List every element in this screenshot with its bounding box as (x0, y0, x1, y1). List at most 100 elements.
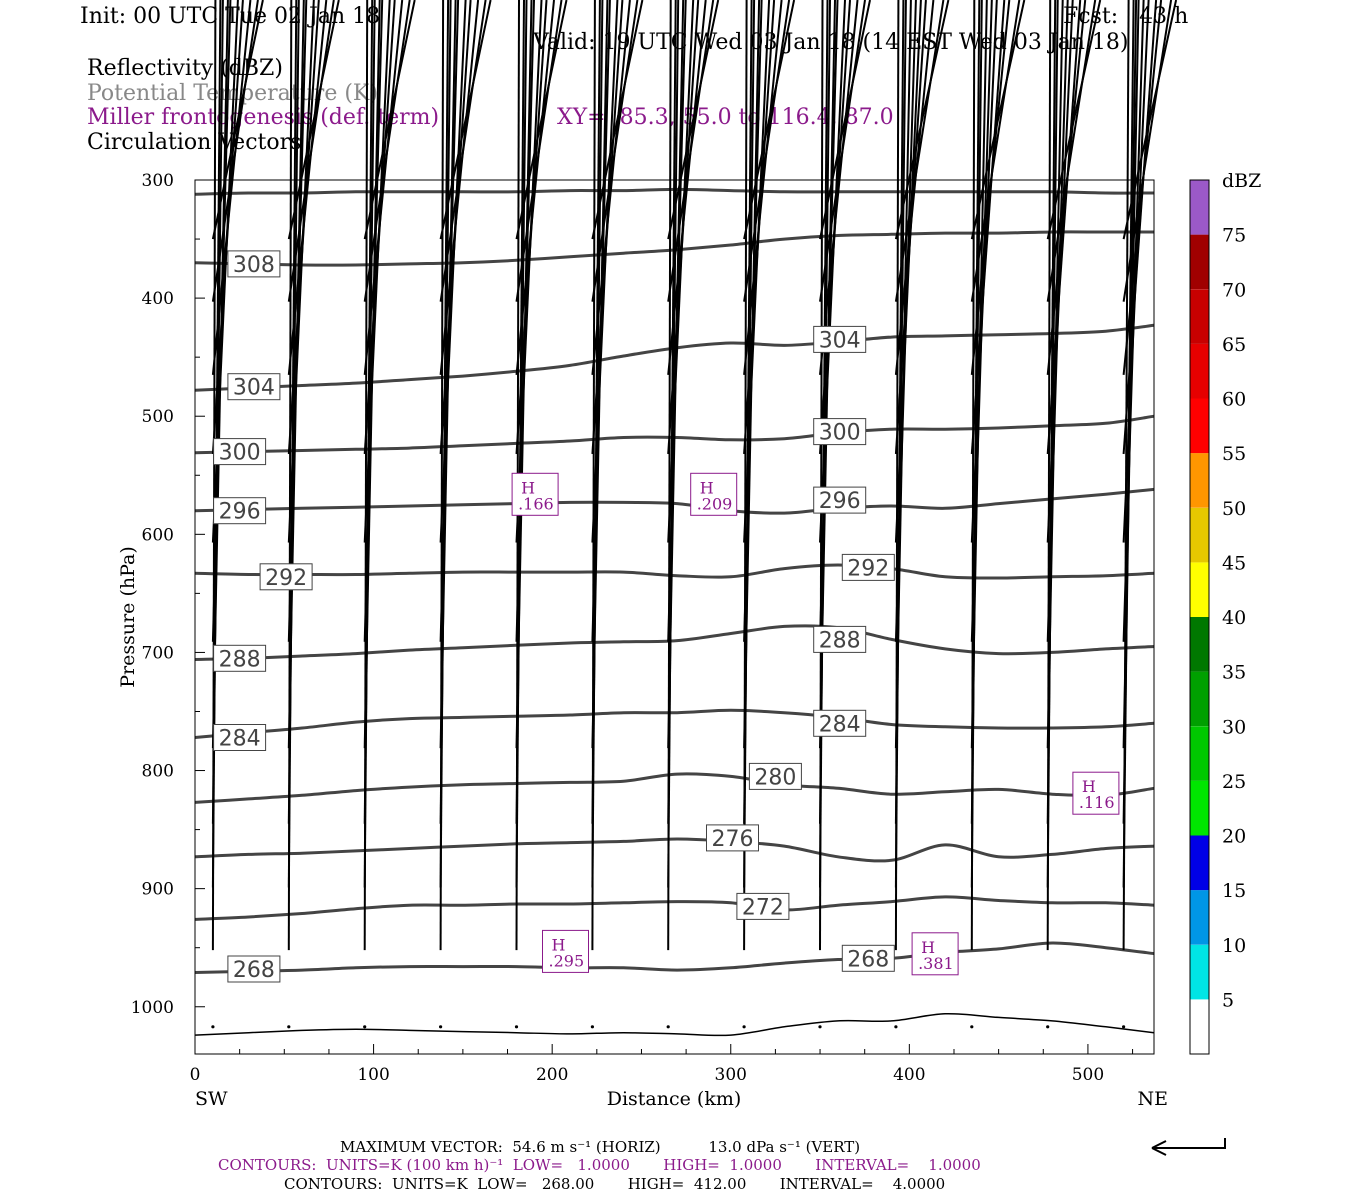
colorbar-frame (1189, 179, 1210, 1055)
fronto-max-marker: H.166 (511, 472, 559, 516)
x-axis-label: Distance (km) (607, 1088, 742, 1110)
theta-contour-label: 296 (813, 486, 867, 514)
colorbar-tick-label: 55 (1222, 443, 1246, 465)
theta-contour-line (194, 414, 1155, 455)
colorbar-band (1190, 453, 1209, 508)
cross-section-endpoints: XY= 85.3, 55.0 to 116.4, 87.0 (557, 105, 894, 130)
fronto-max-h: H (700, 478, 714, 497)
vector-arrow (514, 1025, 519, 1029)
vector-shaft (667, 0, 672, 951)
theta-contour-line (194, 487, 1155, 515)
theta-contour-label: 268 (841, 944, 895, 972)
theta-label-box (736, 892, 790, 920)
theta-label-text: 300 (819, 421, 861, 446)
vector-arrow (744, 0, 748, 951)
vector-shaft (287, 0, 293, 951)
fronto-max-h: H (1082, 777, 1096, 796)
colorbar-band (1190, 343, 1209, 399)
colorbar-band (1190, 617, 1209, 672)
colorbar-tick-label: 20 (1222, 826, 1246, 848)
theta-label-text: 300 (219, 441, 261, 466)
colorbar-band (1190, 999, 1209, 1054)
vector-arrow (820, 0, 824, 951)
y-tick-label: 700 (142, 643, 174, 663)
y-tick-label: 600 (142, 525, 174, 545)
vector-arrow (363, 0, 369, 951)
theta-label-box (841, 553, 895, 581)
fronto-max-box (1072, 771, 1120, 815)
theta-contour-label: 288 (213, 644, 267, 672)
x-tick-label: 0 (190, 1065, 201, 1085)
fronto-max-value: .166 (518, 494, 554, 513)
theta-contour-label: 288 (813, 625, 867, 653)
fronto-max-value: .295 (549, 951, 585, 970)
theta-label-text: 276 (712, 827, 754, 852)
y-tick-label: 900 (142, 880, 174, 900)
vector-dot (287, 1025, 291, 1029)
x-tick-label: 300 (715, 1065, 747, 1085)
vector-arrow (287, 1025, 291, 1029)
theta-contour-label: 268 (227, 955, 281, 983)
theta-label-text: 268 (233, 958, 275, 983)
colorbar-tick-label: 50 (1222, 498, 1246, 520)
vector-arrow (439, 1025, 443, 1029)
colorbar-tick-label: 60 (1222, 389, 1246, 411)
colorbar-tick-label: 10 (1222, 935, 1246, 957)
circulation-vectors (211, 0, 1178, 1029)
fronto-max-box (542, 929, 589, 973)
y-tick-label: 800 (142, 762, 174, 782)
fronto-max-h: H (921, 938, 935, 957)
x-tick-label: 100 (357, 1065, 389, 1085)
vector-shaft (1046, 0, 1052, 951)
theta-label-box (213, 438, 267, 466)
vector-dot (742, 1025, 746, 1029)
fronto-contour-footnote: CONTOURS: UNITS=K (100 km h)⁻¹ LOW= 1.00… (218, 1156, 981, 1174)
x-end-label-ne: NE (1138, 1088, 1169, 1110)
fronto-max-value: .381 (918, 954, 954, 973)
y-axis-label: Pressure (hPa) (117, 546, 139, 688)
theta-contour-line (194, 895, 1155, 921)
theta-contour-label: 296 (213, 497, 267, 525)
colorbar-band (1190, 562, 1209, 617)
theta-label-box (213, 724, 267, 751)
colorbar-band (1190, 180, 1209, 235)
theta-label-text: 292 (847, 556, 889, 581)
colorbar-tick-label: 5 (1222, 989, 1234, 1011)
vector-arrow (818, 1025, 822, 1029)
theta-label-box (259, 563, 313, 591)
vector-arrow (287, 0, 293, 951)
vector-shaft (363, 0, 369, 951)
vector-dot (1046, 1025, 1050, 1029)
vector-arrow (894, 0, 900, 951)
forecast-hour: Fcst: 43 h (1063, 4, 1189, 29)
vector-shaft (894, 0, 900, 951)
vector-arrow (742, 1025, 746, 1029)
fronto-max-marker: H.295 (542, 929, 589, 973)
vector-arrow (1046, 0, 1052, 951)
y-tick-label: 300 (142, 171, 174, 191)
theta-label-box (227, 955, 281, 983)
y-tick-label: 500 (142, 407, 174, 427)
theta-label-text: 288 (219, 647, 261, 672)
theta-label-text: 296 (219, 500, 261, 525)
theta-contour-footnote: CONTOURS: UNITS=K LOW= 268.00 HIGH= 412.… (284, 1175, 946, 1193)
theta-label-text: 288 (819, 628, 861, 653)
vector-dot (970, 1025, 974, 1029)
colorbar-tick-label: 30 (1222, 716, 1246, 738)
fronto-max-h: H (521, 478, 535, 497)
colorbar-tick-label: 75 (1222, 225, 1246, 247)
vector-arrow (667, 0, 672, 951)
vector-arrow (1046, 1025, 1050, 1029)
vector-arrow (592, 0, 596, 951)
colorbar-tick-label: 35 (1222, 662, 1246, 684)
vector-arrow (1122, 1025, 1126, 1029)
colorbar-band (1190, 835, 1209, 891)
colorbar-tick-label: 45 (1222, 552, 1246, 574)
theta-contour-label: 308 (227, 250, 281, 278)
fronto-max-marker: H.381 (911, 932, 959, 976)
colorbar-tick-label: 15 (1222, 880, 1246, 902)
vector-arrow (970, 1025, 974, 1029)
vector-shaft (1122, 0, 1130, 951)
contour-labels: 308 304 304 300 300 296 296 292 292 288 288 284 284 2… (213, 250, 895, 983)
theta-contour-label: 272 (736, 892, 790, 920)
